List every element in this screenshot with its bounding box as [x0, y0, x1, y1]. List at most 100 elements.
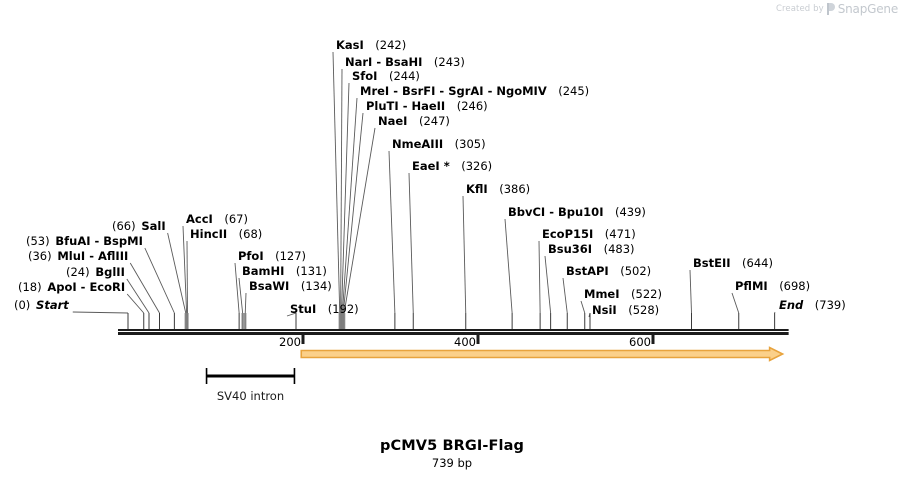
site-tick-bsu36i	[550, 313, 552, 329]
enzyme-name-sfoi: SfoI	[352, 69, 377, 83]
enzyme-name-token: BamHI	[242, 264, 285, 278]
watermark-brand-label: SnapGene	[837, 2, 898, 16]
enzyme-name-separator: -	[372, 55, 386, 69]
enzyme-name-token: SgrAI	[448, 84, 484, 98]
enzyme-label-eaei: EaeI * (326)	[412, 160, 492, 173]
site-tick-cluster	[184, 313, 189, 329]
enzyme-name-nari-bsahi: NarI - BsaHI	[345, 55, 422, 69]
enzyme-name-nsii: NsiI	[592, 303, 617, 317]
enzyme-name-nmeaiii: NmeAIII	[392, 137, 443, 151]
leader-line-pluti-haeii	[342, 112, 364, 314]
leader-line-bsu36i	[544, 255, 552, 314]
leader-line-bsawi	[244, 292, 247, 314]
enzyme-label-acci: AccI (67)	[186, 213, 248, 226]
enzyme-name-token: PfoI	[238, 249, 264, 263]
site-tick-ecop15i	[539, 313, 541, 329]
enzyme-label-pfoi: PfoI (127)	[238, 250, 306, 263]
enzyme-name-token: MreI	[360, 84, 390, 98]
enzyme-position-nmeaiii: (305)	[454, 137, 486, 151]
snapgene-watermark: Created by SnapGene	[776, 2, 898, 16]
enzyme-position-bsawi: (134)	[300, 279, 332, 293]
enzyme-position-naei: (247)	[418, 114, 450, 128]
ruler-label-400: 400	[454, 335, 476, 349]
snapgene-logo-icon	[826, 3, 835, 15]
enzyme-name-token: EcoRI	[89, 280, 126, 294]
enzyme-name-token: PluTI	[366, 99, 399, 113]
enzyme-label-bamhi: BamHI (131)	[242, 265, 327, 278]
enzyme-name-bfuai-bspmi: BfuAI - BspMI	[55, 234, 143, 248]
enzyme-label-sfoi: SfoI (244)	[352, 70, 420, 83]
enzyme-label-bfuai-bspmi: (53) BfuAI - BspMI	[26, 235, 143, 248]
enzyme-name-mrei-bsrfi-sgrai-ngomiv: MreI - BsrFI - SgrAI - NgoMIV	[360, 84, 547, 98]
site-tick-nsii	[589, 313, 591, 329]
plasmid-name-title: pCMV5 BRGI-Flag	[380, 438, 524, 454]
enzyme-position-pfoi: (127)	[275, 249, 307, 263]
enzyme-name-acci: AccI	[186, 212, 213, 226]
site-tick-eaei	[412, 313, 414, 329]
enzyme-name-separator: -	[389, 84, 402, 98]
leader-line-pflmi	[731, 292, 740, 314]
enzyme-label-naei: NaeI (247)	[378, 115, 450, 128]
enzyme-label-mlui-afliii: (36) MluI - AflIII	[28, 250, 128, 263]
enzyme-name-token: BspMI	[103, 234, 143, 248]
enzyme-name-separator: -	[483, 84, 497, 98]
site-tick-cluster	[241, 313, 247, 329]
enzyme-position-bglii: (24)	[66, 265, 90, 279]
leader-line-bamhi	[238, 277, 244, 314]
feature-label-sv40-intron: SV40 intron	[216, 389, 285, 403]
enzyme-name-token: BstAPI	[566, 264, 609, 278]
enzyme-name-separator: -	[435, 84, 449, 98]
enzyme-label-bglii: (24) BglII	[66, 266, 125, 279]
enzyme-position-eaei: (326)	[461, 159, 493, 173]
enzyme-name-start: Start	[36, 298, 69, 312]
enzyme-name-token: BsaWI	[249, 279, 290, 293]
ruler-tick-600	[651, 335, 655, 344]
leader-line-nari-bsahi	[340, 68, 343, 314]
site-tick-apoi-ecori	[143, 313, 145, 329]
ruler-label-200: 200	[279, 335, 301, 349]
enzyme-name-token: End	[779, 298, 804, 312]
enzyme-position-bfuai-bspmi: (53)	[26, 234, 50, 248]
leader-line-acci	[182, 225, 188, 314]
enzyme-position-nsii: (528)	[628, 303, 660, 317]
enzyme-label-hincii: HincII (68)	[190, 228, 262, 241]
enzyme-name-token: EaeI *	[412, 159, 450, 173]
site-tick-bglii	[148, 313, 150, 329]
enzyme-name-token: HincII	[190, 227, 228, 241]
leader-line-naei	[343, 127, 376, 314]
site-tick-bamhi	[242, 313, 244, 329]
enzyme-position-stui: (192)	[327, 302, 359, 316]
enzyme-name-bstapi: BstAPI	[566, 264, 609, 278]
enzyme-name-kasi: KasI	[336, 38, 364, 52]
enzyme-name-separator: -	[85, 249, 98, 263]
enzyme-label-bsu36i: Bsu36I (483)	[548, 243, 635, 256]
site-tick-mlui-afliii	[159, 313, 160, 329]
enzyme-name-token: Start	[36, 298, 69, 312]
enzyme-name-end: End	[779, 298, 803, 312]
site-tick-mmei	[584, 313, 586, 329]
enzyme-name-pflmi: PflMI	[735, 279, 768, 293]
enzyme-position-acci: (67)	[224, 212, 248, 226]
enzyme-name-stui: StuI	[290, 302, 316, 316]
site-tick-hincii	[187, 313, 188, 329]
enzyme-position-sali: (66)	[112, 219, 136, 233]
enzyme-label-end: End (739)	[779, 299, 846, 312]
leader-line-nmeaiii	[388, 150, 396, 314]
sv40-intron-cap-left	[205, 368, 208, 384]
enzyme-label-pflmi: PflMI (698)	[735, 280, 810, 293]
enzyme-position-mmei: (522)	[631, 287, 662, 301]
leader-line-kasi	[332, 51, 341, 314]
enzyme-name-mlui-afliii: MluI - AflIII	[57, 249, 128, 263]
leader-line-ecop15i	[538, 240, 541, 314]
enzyme-label-sali: (66) SalI	[112, 220, 166, 233]
enzyme-name-token: NmeAIII	[392, 137, 444, 151]
enzyme-name-bsawi: BsaWI	[249, 279, 289, 293]
site-tick-pfoi	[238, 313, 240, 329]
leader-line-bfuai-bspmi	[144, 247, 175, 314]
enzyme-name-token: BsaHI	[385, 55, 423, 69]
ruler-label-600: 600	[629, 335, 651, 349]
enzyme-name-token: MluI	[57, 249, 86, 263]
enzyme-name-token: Bpu10I	[558, 205, 604, 219]
enzyme-name-token: EcoP15I	[542, 227, 594, 241]
enzyme-label-start: (0) Start	[14, 299, 69, 312]
